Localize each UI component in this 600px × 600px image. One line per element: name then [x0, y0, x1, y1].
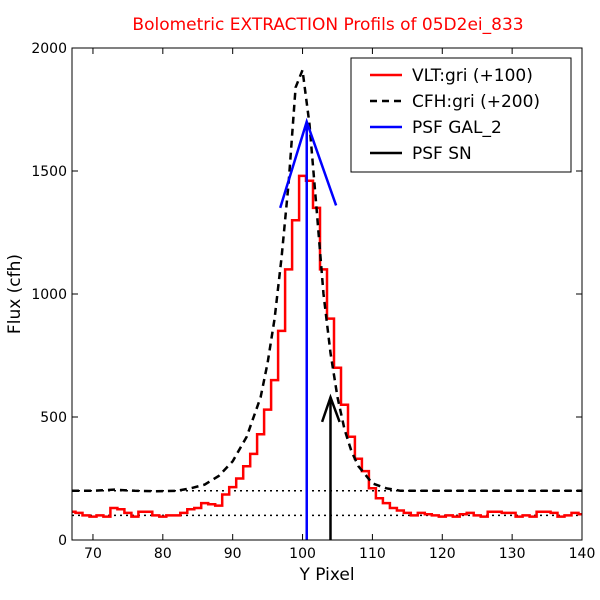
x-tick-label-2: 90 — [224, 546, 242, 562]
y-tick-label-2: 1000 — [31, 287, 67, 303]
series-line-0 — [72, 174, 582, 518]
x-tick-label-6: 130 — [499, 546, 526, 562]
legend-label-1: CFH:gri (+200) — [412, 92, 540, 112]
y-tick-label-3: 1500 — [31, 164, 67, 180]
x-axis-label: Y Pixel — [298, 565, 354, 585]
plot-area — [72, 65, 582, 540]
x-tick-label-4: 110 — [359, 546, 386, 562]
legend-label-0: VLT:gri (+100) — [412, 66, 533, 86]
x-tick-label-1: 80 — [154, 546, 172, 562]
x-tick-label-0: 70 — [84, 546, 102, 562]
chart-title: Bolometric EXTRACTION Profils of 05D2ei_… — [132, 15, 523, 35]
x-tick-label-7: 140 — [569, 546, 596, 562]
x-tick-label-3: 100 — [289, 546, 316, 562]
y-axis-label: Flux (cfh) — [5, 254, 25, 334]
axes: 70 80 90 100 110 120 130 140 0 500 1000 1500 2000 — [31, 41, 595, 562]
series-line-1 — [72, 65, 582, 493]
legend-label-3: PSF SN — [412, 144, 472, 164]
x-tick-label-5: 120 — [429, 546, 456, 562]
y-tick-label-1: 500 — [40, 410, 67, 426]
y-tick-label-0: 0 — [58, 533, 67, 549]
series-line-3 — [320, 393, 341, 423]
y-tick-label-4: 2000 — [31, 41, 67, 57]
legend: VLT:gri (+100) CFH:gri (+200) PSF GAL_2 PSF… — [350, 57, 572, 173]
legend-label-2: PSF GAL_2 — [412, 118, 502, 138]
